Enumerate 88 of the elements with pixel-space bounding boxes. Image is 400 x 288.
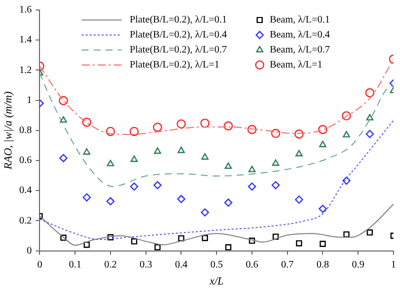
- point: [60, 116, 68, 123]
- y-tick-label: 0.2: [19, 215, 32, 226]
- y-tick-label: 0.8: [19, 125, 32, 136]
- legend-label: Plate(B/L=0.2), λ/L=0.1: [130, 14, 227, 26]
- point: [224, 198, 232, 207]
- point: [84, 242, 90, 248]
- point: [295, 150, 303, 156]
- y-tick-label: 1.4: [19, 34, 32, 46]
- point: [366, 229, 373, 236]
- x-axis-title: x/L: [208, 275, 224, 288]
- point: [152, 122, 162, 132]
- point: [272, 181, 280, 190]
- point: [342, 111, 352, 120]
- point: [106, 126, 116, 136]
- point: [296, 240, 302, 246]
- point: [177, 194, 186, 204]
- point: [106, 197, 115, 206]
- point: [294, 196, 304, 204]
- line-series: [40, 120, 394, 240]
- point: [224, 162, 232, 169]
- y-tick-label: 0.4: [19, 185, 32, 196]
- point: [83, 148, 90, 155]
- point: [248, 182, 256, 191]
- point: [82, 118, 92, 127]
- point: [248, 238, 256, 244]
- point: [58, 96, 68, 106]
- point: [342, 176, 351, 185]
- point: [366, 130, 374, 138]
- point: [366, 114, 374, 120]
- point: [272, 159, 280, 166]
- point: [130, 182, 138, 191]
- point: [200, 118, 210, 128]
- point: [60, 234, 66, 241]
- point: [82, 193, 91, 202]
- legend-label: Beam, λ/L=1: [270, 60, 322, 71]
- x-tick-label: 0.1: [68, 259, 82, 270]
- point: [202, 234, 208, 242]
- point: [318, 204, 327, 213]
- point: [365, 88, 374, 98]
- x-tick-label: 0.7: [281, 259, 294, 270]
- x-tick-label: 0: [37, 259, 42, 270]
- point: [154, 147, 162, 154]
- point: [176, 119, 186, 129]
- x-tick-label: 0.4: [174, 259, 188, 270]
- line-series: [40, 204, 394, 246]
- point: [106, 160, 114, 166]
- legend-label: Beam, λ/L=0.7: [270, 44, 330, 56]
- y-axis-title: RAO, |w|/a (m/m): [2, 91, 14, 170]
- x-tick-label: 0.9: [352, 259, 364, 270]
- legend-label: Plate(B/L=0.2), λ/L=0.4: [130, 30, 227, 41]
- y-tick-label: 0: [26, 245, 32, 256]
- y-tick-label: 1.6: [19, 4, 32, 16]
- point: [130, 155, 138, 162]
- point: [201, 153, 209, 160]
- point: [107, 234, 114, 240]
- point: [272, 234, 279, 240]
- legend-label: Beam, λ/L=0.1: [270, 14, 330, 26]
- point: [130, 126, 139, 136]
- x-tick-label: 0.6: [246, 259, 258, 270]
- x-tick-label: 0.8: [316, 259, 329, 270]
- point: [318, 124, 328, 134]
- x-tick-label: 1: [391, 259, 396, 270]
- point: [154, 244, 161, 250]
- point: [248, 166, 256, 172]
- point: [271, 128, 280, 138]
- point: [200, 208, 210, 217]
- point: [247, 124, 257, 134]
- x-tick-label: 0.3: [140, 259, 152, 270]
- point: [343, 231, 350, 238]
- x-tick-label: 0.2: [104, 259, 117, 270]
- point: [224, 121, 233, 130]
- y-tick-label: 0.6: [19, 155, 32, 166]
- point: [225, 244, 232, 250]
- point: [178, 235, 184, 242]
- point: [319, 140, 326, 148]
- y-tick-label: 1.2: [19, 64, 32, 76]
- legend-label: Beam, λ/L=0.4: [270, 30, 330, 41]
- point: [59, 154, 68, 162]
- point: [294, 129, 304, 139]
- point: [131, 238, 138, 244]
- legend-label: Plate(B/L=0.2), λ/L=0.7: [130, 44, 227, 56]
- x-tick-label: 0.5: [210, 259, 223, 270]
- point: [153, 181, 162, 190]
- point: [320, 240, 326, 247]
- legend-label: Plate(B/L=0.2), λ/L=1: [130, 60, 220, 71]
- point: [178, 146, 185, 154]
- y-tick-label: 1: [26, 94, 32, 106]
- point: [342, 130, 350, 138]
